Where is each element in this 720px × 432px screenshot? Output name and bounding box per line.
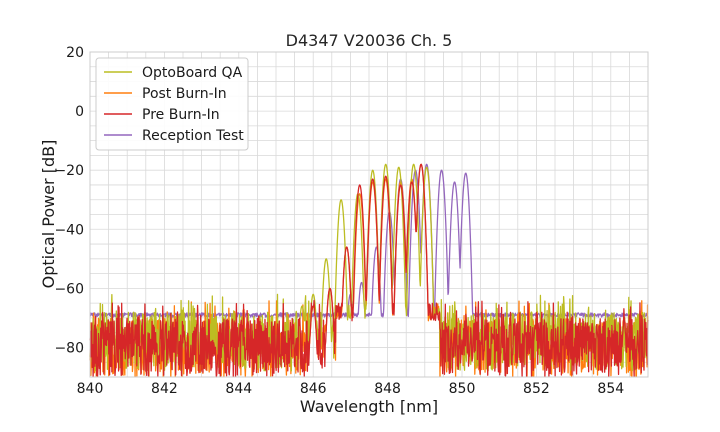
series-line [89, 163, 649, 378]
x-tick-label: 842 [151, 381, 178, 397]
legend: OptoBoard QA Post Burn-In Pre Burn-In Recep… [95, 57, 249, 151]
x-tick-label: 852 [523, 381, 550, 397]
chart-title: D4347 V20036 Ch. 5 [286, 31, 453, 50]
legend-label: OptoBoard QA [142, 65, 243, 81]
y-tick-label: −40 [54, 222, 84, 238]
legend-label: Post Burn-In [142, 86, 227, 102]
tick-labels: 840 842 844 846 848 850 852 854 20 0 −20 −40 −60 −80 [54, 45, 624, 397]
x-axis-label: Wavelength [nm] [300, 397, 438, 416]
series-layer [89, 163, 649, 378]
y-axis-label: Optical Power [dB] [39, 140, 58, 289]
plot-frame [89, 51, 649, 378]
x-tick-label: 840 [77, 381, 104, 397]
y-tick-label: 20 [66, 45, 84, 61]
x-tick-label: 850 [449, 381, 476, 397]
y-tick-label: −60 [54, 281, 84, 297]
legend-label: Reception Test [142, 128, 244, 144]
x-tick-label: 844 [225, 381, 252, 397]
legend-label: Pre Burn-In [142, 107, 220, 123]
x-tick-label: 854 [597, 381, 624, 397]
legend-box [95, 57, 249, 151]
x-tick-label: 848 [374, 381, 401, 397]
y-tick-label: 0 [75, 104, 84, 120]
y-tick-label: −80 [54, 340, 84, 356]
y-tick-label: −20 [54, 163, 84, 179]
x-tick-label: 846 [300, 381, 327, 397]
